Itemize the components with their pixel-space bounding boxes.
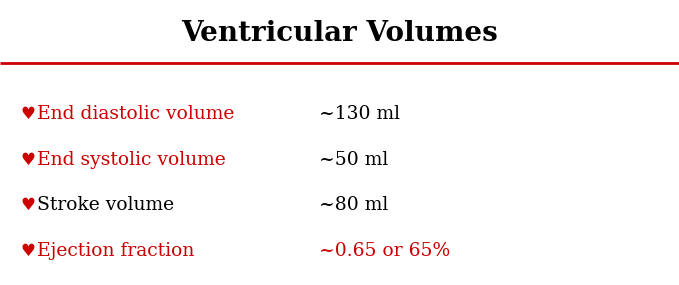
Text: End systolic volume: End systolic volume xyxy=(37,150,226,169)
Text: ♥: ♥ xyxy=(20,196,35,214)
Text: ~50 ml: ~50 ml xyxy=(319,150,388,169)
Text: Stroke volume: Stroke volume xyxy=(37,196,175,214)
Text: Ventricular Volumes: Ventricular Volumes xyxy=(181,20,498,47)
Text: ♥: ♥ xyxy=(20,150,35,169)
Text: ~80 ml: ~80 ml xyxy=(319,196,388,214)
Text: ~130 ml: ~130 ml xyxy=(319,105,400,123)
Text: Ejection fraction: Ejection fraction xyxy=(37,242,195,260)
Text: ♥: ♥ xyxy=(20,105,35,123)
Text: End diastolic volume: End diastolic volume xyxy=(37,105,235,123)
Text: ~0.65 or 65%: ~0.65 or 65% xyxy=(319,242,450,260)
Text: ♥: ♥ xyxy=(20,242,35,260)
